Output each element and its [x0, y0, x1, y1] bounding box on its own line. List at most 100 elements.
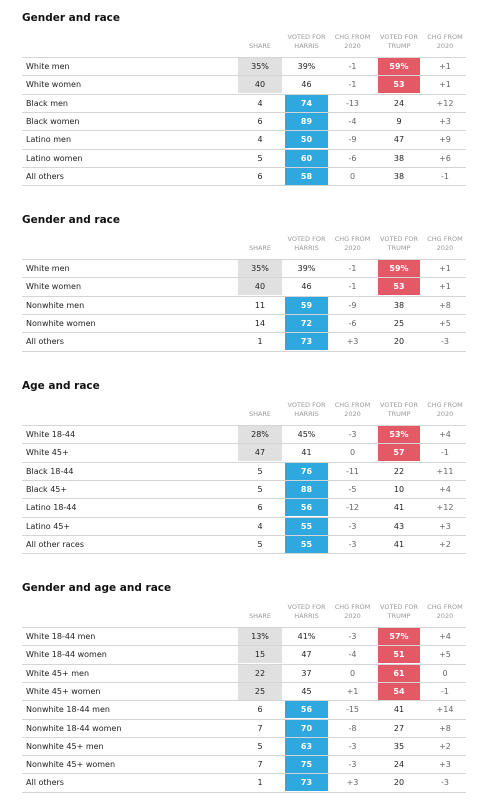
table-cell: +3 — [346, 778, 359, 788]
table-cell: +4 — [439, 430, 451, 439]
row-label: Latino women — [26, 153, 83, 163]
column-header: 2020 — [344, 244, 361, 252]
row-divider — [22, 773, 466, 775]
table-cell: 41 — [393, 503, 405, 513]
table-cell: 58 — [285, 167, 328, 185]
column-header: CHG FROM — [427, 603, 463, 611]
table-cell: 46 — [301, 282, 312, 292]
column-header: SHARE — [248, 244, 272, 252]
table-cell: -1 — [441, 686, 449, 696]
column-header: 2020 — [436, 42, 454, 50]
table-cell: -1 — [348, 264, 357, 273]
table-cell: -1 — [348, 62, 357, 71]
table-cell: 47 — [393, 135, 405, 145]
column-header: 2020 — [436, 410, 454, 418]
column-header: SHARE — [248, 612, 272, 620]
row-divider — [22, 516, 466, 518]
column-header: 2020 — [344, 410, 361, 418]
row-divider — [22, 111, 466, 113]
table-cell: 25 — [393, 318, 405, 328]
table-cell: 35% — [238, 260, 282, 277]
table-cell: 55 — [285, 535, 328, 553]
table-cell: 37 — [301, 668, 312, 678]
table-cell: 4 — [257, 135, 263, 145]
table-cell: -1 — [441, 448, 449, 458]
column-header: VOTED FOR — [380, 603, 418, 611]
table-cell: 0 — [442, 668, 448, 678]
table-cell: 53 — [378, 278, 420, 296]
row-label: White 18-44 men — [26, 632, 96, 641]
row-divider — [22, 736, 466, 738]
table-cell: 20 — [393, 337, 405, 347]
table-cell: -3 — [348, 539, 357, 549]
table-cell: 25 — [238, 682, 282, 700]
table-cell: 47 — [301, 650, 312, 660]
table-cell: 39% — [297, 62, 316, 71]
row-divider — [22, 57, 466, 58]
table-cell: -3 — [348, 741, 357, 751]
table-cell: 7 — [257, 723, 263, 733]
table-cell: -1 — [348, 282, 357, 292]
row-label: Nonwhite 18-44 women — [26, 723, 122, 733]
table-cell: 0 — [349, 171, 356, 181]
column-header: 2020 — [344, 612, 361, 620]
row-label: Black women — [26, 116, 80, 126]
column-header: TRUMP — [387, 42, 411, 50]
row-divider — [22, 425, 466, 426]
table-cell: -9 — [348, 135, 357, 145]
table-cell: 6 — [257, 116, 263, 126]
table-cell: 56 — [285, 499, 328, 517]
column-header: CHG FROM — [334, 401, 371, 409]
table-cell: +12 — [436, 503, 454, 513]
table-cell: 57 — [378, 444, 420, 462]
table-cell: 5 — [257, 153, 263, 163]
column-header: TRUMP — [387, 244, 411, 252]
table-cell: +1 — [346, 686, 359, 696]
table-cell: -9 — [348, 300, 357, 310]
table-cell: 4 — [257, 98, 263, 108]
table-cell: 40 — [238, 278, 282, 296]
table-cell: -1 — [348, 80, 357, 90]
table-cell: +5 — [439, 318, 451, 328]
row-label: Black 18-44 — [26, 466, 74, 476]
row-label: Nonwhite 45+ men — [26, 741, 104, 751]
table-cell: -13 — [345, 98, 360, 108]
table-cell: +3 — [439, 116, 451, 126]
column-header: CHG FROM — [427, 235, 463, 243]
table-cell: +1 — [439, 62, 451, 71]
table-cell: -1 — [441, 171, 449, 181]
table-cell: 0 — [349, 668, 356, 678]
column-header: CHG FROM — [334, 33, 371, 41]
column-header: HARRIS — [294, 410, 319, 418]
row-label: Nonwhite men — [26, 300, 85, 310]
row-divider — [22, 627, 466, 628]
table-cell: -4 — [348, 116, 357, 126]
table-cell: 59 — [285, 296, 328, 314]
row-label: All others — [26, 171, 64, 181]
table-cell: -3 — [348, 521, 357, 531]
table-cell: 89 — [285, 112, 328, 130]
table-cell: 11 — [254, 300, 266, 310]
column-header: CHG FROM — [427, 401, 463, 409]
table-cell: 53 — [378, 76, 420, 94]
column-header: 2020 — [436, 244, 454, 252]
column-header: CHG FROM — [334, 235, 371, 243]
table-cell: 47 — [238, 444, 282, 462]
table-cell: 55 — [285, 517, 328, 535]
row-label: All others — [26, 337, 64, 347]
table-cell: 70 — [285, 719, 328, 737]
table-cell: 13% — [238, 628, 282, 645]
table-cell: -11 — [345, 466, 360, 476]
row-label: White 45+ women — [26, 686, 101, 696]
table-cell: 1 — [257, 337, 263, 347]
row-label: White women — [26, 80, 82, 90]
column-header: TRUMP — [387, 612, 411, 620]
table-cell: 59% — [378, 58, 420, 75]
section-title: Age and race — [22, 380, 100, 392]
table-cell: 38 — [393, 153, 405, 163]
table-cell: 39% — [297, 264, 316, 273]
table-cell: 28% — [238, 426, 282, 443]
table-cell: 73 — [285, 333, 328, 351]
table-cell: +1 — [439, 264, 451, 273]
table-cell: 38 — [393, 300, 405, 310]
